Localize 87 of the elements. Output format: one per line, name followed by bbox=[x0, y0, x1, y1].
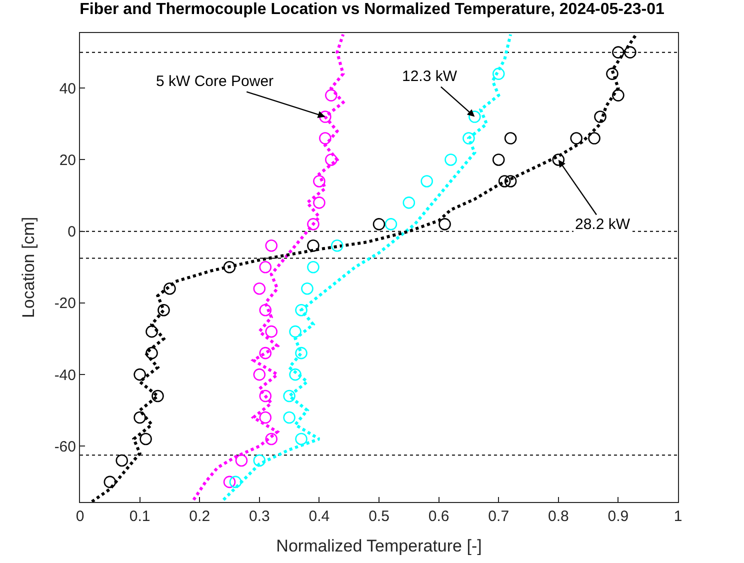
point bbox=[158, 304, 170, 316]
line-series bbox=[192, 33, 345, 502]
point bbox=[253, 368, 266, 381]
point bbox=[146, 325, 158, 338]
point bbox=[116, 454, 128, 467]
y-tick-label: 20 bbox=[59, 152, 76, 169]
point bbox=[372, 218, 386, 230]
point bbox=[504, 175, 517, 188]
point bbox=[259, 390, 272, 402]
point bbox=[295, 304, 308, 316]
x-tick-label: 0.8 bbox=[548, 508, 569, 525]
point bbox=[588, 132, 600, 144]
x-tick-label: 0.5 bbox=[368, 508, 390, 525]
y-tick-label: -20 bbox=[54, 295, 76, 312]
point bbox=[594, 110, 606, 123]
point bbox=[325, 89, 338, 102]
point bbox=[307, 218, 320, 230]
point bbox=[295, 346, 308, 360]
x-tick-label: 1 bbox=[674, 508, 682, 525]
point bbox=[283, 390, 296, 402]
point bbox=[283, 411, 296, 424]
x-tick-label: 0.6 bbox=[428, 508, 450, 525]
point bbox=[259, 411, 272, 424]
point bbox=[612, 89, 624, 102]
point bbox=[259, 260, 272, 274]
point bbox=[313, 175, 326, 188]
point bbox=[468, 110, 481, 123]
annotation: 5 kW Core Power bbox=[156, 73, 274, 90]
point bbox=[570, 132, 582, 144]
point bbox=[140, 432, 152, 446]
point bbox=[152, 390, 164, 402]
point bbox=[229, 476, 242, 488]
point bbox=[259, 346, 272, 360]
point bbox=[265, 432, 278, 446]
point bbox=[402, 196, 416, 209]
point bbox=[330, 240, 344, 252]
point bbox=[307, 240, 320, 252]
x-axis-title: Normalized Temperature [-] bbox=[276, 536, 482, 556]
point bbox=[146, 346, 158, 360]
y-tick-label: 40 bbox=[59, 80, 76, 98]
point bbox=[420, 175, 433, 188]
annotation: 28.2 kW bbox=[575, 216, 631, 233]
point bbox=[134, 411, 146, 424]
point bbox=[444, 154, 457, 166]
point bbox=[612, 46, 624, 58]
point bbox=[253, 454, 266, 467]
point bbox=[223, 260, 236, 274]
point bbox=[319, 132, 332, 144]
point bbox=[289, 368, 302, 381]
annotation: 12.3 kW bbox=[402, 68, 458, 85]
x-tick-label: 0.7 bbox=[488, 508, 510, 525]
x-tick-label: 0.1 bbox=[129, 508, 150, 525]
x-tick-label: 0.4 bbox=[308, 508, 330, 525]
point bbox=[104, 476, 116, 488]
point bbox=[492, 68, 505, 80]
point bbox=[289, 325, 302, 338]
y-tick-label: 0 bbox=[68, 224, 76, 241]
chart-title: Fiber and Thermocouple Location vs Normalized Temperature, 2024-05-23-01 bbox=[80, 1, 664, 18]
point bbox=[265, 240, 278, 252]
x-tick-label: 0.2 bbox=[189, 508, 210, 525]
point bbox=[307, 260, 320, 274]
y-tick-label: -40 bbox=[54, 366, 76, 384]
point bbox=[492, 154, 505, 166]
point bbox=[319, 110, 332, 123]
point bbox=[265, 325, 278, 338]
point bbox=[301, 282, 314, 295]
point bbox=[606, 68, 618, 80]
point bbox=[235, 454, 248, 467]
x-tick-label: 0.9 bbox=[608, 508, 629, 525]
point bbox=[438, 218, 451, 230]
point bbox=[164, 282, 176, 295]
point bbox=[552, 154, 565, 166]
point bbox=[462, 132, 475, 144]
point bbox=[259, 304, 272, 316]
point bbox=[384, 218, 398, 230]
point bbox=[498, 175, 511, 188]
point bbox=[223, 476, 236, 488]
y-tick-label: -60 bbox=[54, 438, 76, 456]
point bbox=[295, 432, 308, 446]
point bbox=[624, 46, 636, 58]
point bbox=[253, 282, 266, 295]
point bbox=[134, 368, 146, 381]
point bbox=[313, 196, 326, 209]
y-axis-title: Location [cm] bbox=[18, 216, 38, 318]
point bbox=[504, 132, 517, 144]
point bbox=[325, 154, 338, 166]
x-tick-label: 0.3 bbox=[248, 508, 270, 525]
